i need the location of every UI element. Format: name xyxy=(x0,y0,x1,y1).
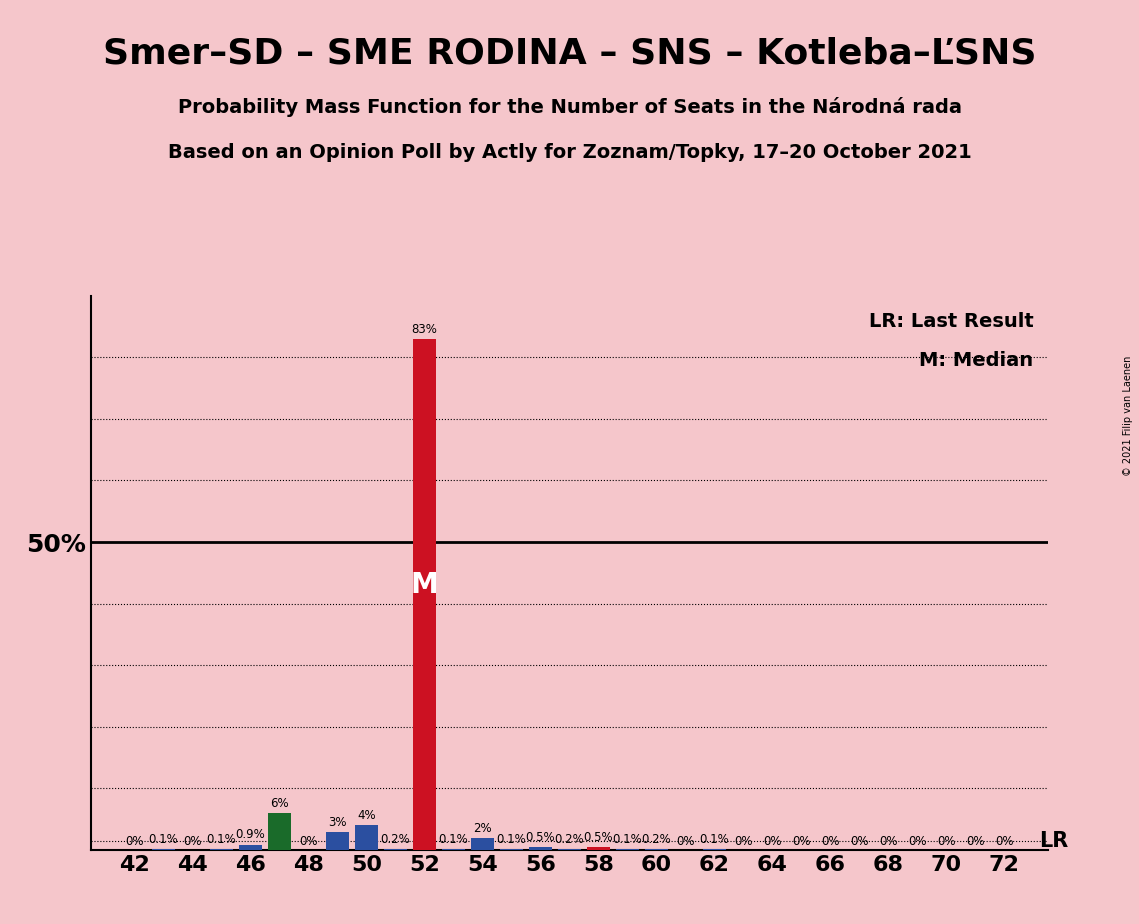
Bar xyxy=(558,849,581,850)
Text: 0%: 0% xyxy=(937,835,956,848)
Text: 0%: 0% xyxy=(966,835,984,848)
Bar xyxy=(587,847,611,850)
Text: Based on an Opinion Poll by Actly for Zoznam/Topky, 17–20 October 2021: Based on an Opinion Poll by Actly for Zo… xyxy=(167,143,972,163)
Text: 0.2%: 0.2% xyxy=(641,833,671,845)
Text: 0%: 0% xyxy=(821,835,839,848)
Bar xyxy=(326,832,350,850)
Text: 0.5%: 0.5% xyxy=(583,831,613,844)
Text: 0%: 0% xyxy=(908,835,927,848)
Text: 0%: 0% xyxy=(850,835,869,848)
Text: 0%: 0% xyxy=(125,835,144,848)
Text: 83%: 83% xyxy=(411,322,437,335)
Bar xyxy=(645,849,669,850)
Text: 0%: 0% xyxy=(300,835,318,848)
Text: 0.1%: 0.1% xyxy=(439,833,468,846)
Text: 0%: 0% xyxy=(995,835,1014,848)
Text: Smer–SD – SME RODINA – SNS – Kotleba–ĽSNS: Smer–SD – SME RODINA – SNS – Kotleba–ĽSN… xyxy=(103,37,1036,71)
Text: 2%: 2% xyxy=(473,821,492,834)
Text: 4%: 4% xyxy=(358,809,376,822)
Text: 6%: 6% xyxy=(270,797,289,810)
Text: M: M xyxy=(411,571,439,599)
Bar xyxy=(239,845,262,850)
Text: 3%: 3% xyxy=(328,816,346,829)
Text: 0%: 0% xyxy=(677,835,695,848)
Text: Probability Mass Function for the Number of Seats in the Národná rada: Probability Mass Function for the Number… xyxy=(178,97,961,117)
Text: 0%: 0% xyxy=(183,835,202,848)
Text: 0.1%: 0.1% xyxy=(699,833,729,846)
Bar xyxy=(528,847,552,850)
Bar xyxy=(470,838,494,850)
Text: 0.1%: 0.1% xyxy=(613,833,642,846)
Text: 0.1%: 0.1% xyxy=(149,833,179,846)
Text: 0%: 0% xyxy=(793,835,811,848)
Text: 0%: 0% xyxy=(735,835,753,848)
Bar xyxy=(413,339,436,850)
Text: © 2021 Filip van Laenen: © 2021 Filip van Laenen xyxy=(1123,356,1133,476)
Text: 0.2%: 0.2% xyxy=(555,833,584,845)
Text: LR: LR xyxy=(1039,831,1068,851)
Text: 0%: 0% xyxy=(879,835,898,848)
Bar xyxy=(268,813,292,850)
Text: 0.9%: 0.9% xyxy=(236,829,265,842)
Bar xyxy=(384,849,407,850)
Text: 0.1%: 0.1% xyxy=(497,833,526,846)
Text: M: Median: M: Median xyxy=(919,351,1033,371)
Text: 0.2%: 0.2% xyxy=(380,833,410,845)
Text: LR: Last Result: LR: Last Result xyxy=(869,312,1033,332)
Text: 0.5%: 0.5% xyxy=(526,831,556,844)
Bar xyxy=(355,825,378,850)
Text: 0.1%: 0.1% xyxy=(206,833,237,846)
Text: 0%: 0% xyxy=(763,835,781,848)
